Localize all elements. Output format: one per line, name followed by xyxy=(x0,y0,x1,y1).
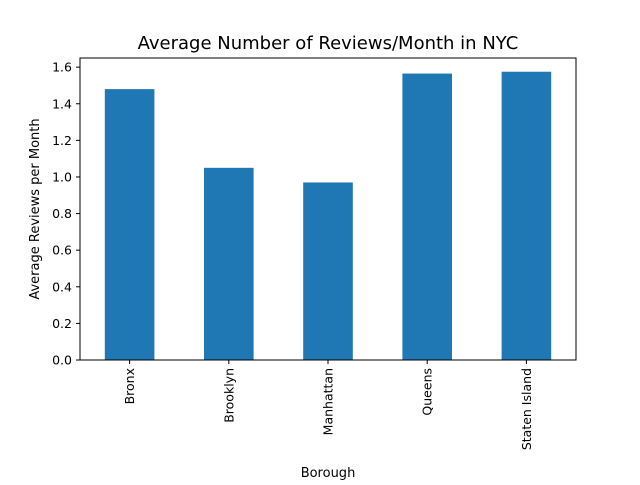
plot-frame xyxy=(79,57,577,361)
bar-queens xyxy=(402,73,452,360)
y-tick-label: 0.0 xyxy=(52,353,72,368)
y-axis-label: Average Reviews per Month xyxy=(28,118,43,299)
bar-manhattan xyxy=(303,182,353,360)
chart-title: Average Number of Reviews/Month in NYC xyxy=(138,33,519,54)
x-axis: Bronx Brooklyn Manhattan Queens Staten Islan… xyxy=(122,360,534,450)
bar-staten-island xyxy=(501,71,552,360)
x-tick-label: Queens xyxy=(420,368,435,416)
y-tick-label: 1.0 xyxy=(52,169,72,184)
y-tick-label: 1.2 xyxy=(52,133,72,148)
y-tick-label: 0.6 xyxy=(52,243,72,258)
y-tick-label: 0.4 xyxy=(52,279,72,294)
bars-group xyxy=(104,71,552,361)
x-tick-label: Brooklyn xyxy=(221,368,236,423)
bar-bronx xyxy=(104,89,155,361)
y-tick-label: 0.8 xyxy=(52,206,72,221)
y-axis: 0.0 0.2 0.4 0.6 0.8 1.0 1.2 1.4 1.6 xyxy=(52,60,80,368)
x-tick-label: Staten Island xyxy=(519,368,534,450)
y-tick-label: 1.4 xyxy=(52,96,72,111)
x-tick-label: Manhattan xyxy=(321,368,336,435)
y-tick-label: 0.2 xyxy=(52,316,72,331)
x-tick-label: Bronx xyxy=(122,368,137,404)
x-axis-label: Borough xyxy=(301,466,356,480)
y-tick-label: 1.6 xyxy=(52,60,72,75)
bar-brooklyn xyxy=(204,167,254,360)
